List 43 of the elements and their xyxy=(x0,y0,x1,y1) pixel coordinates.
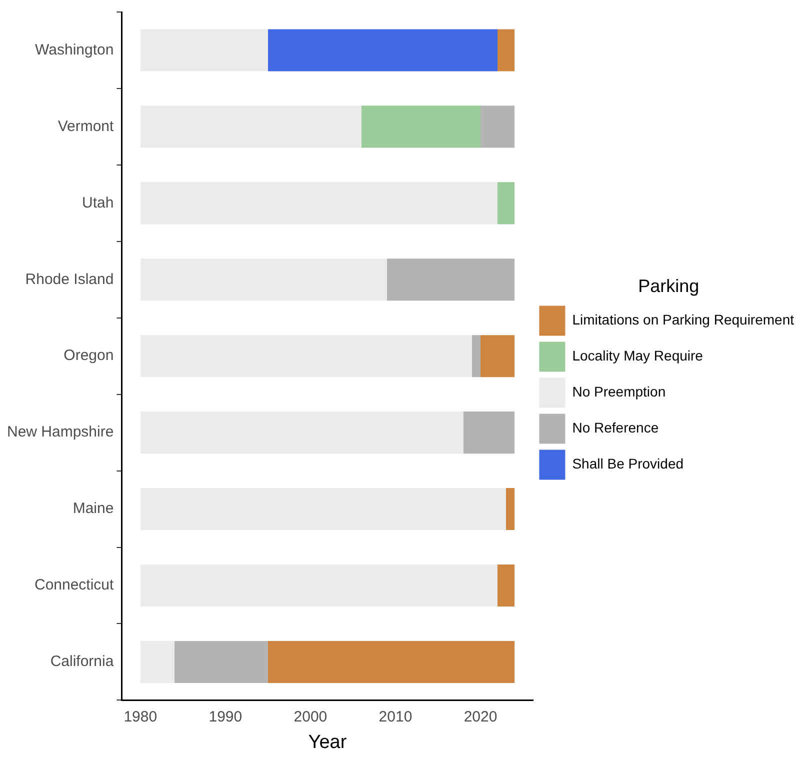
bar xyxy=(268,29,498,72)
bar xyxy=(386,258,515,301)
bar xyxy=(140,29,268,72)
x-tick-label: 2010 xyxy=(378,708,412,726)
x-tick-label: 1980 xyxy=(124,708,158,726)
bar xyxy=(140,335,472,378)
bar xyxy=(140,564,498,607)
x-tick-label: 2020 xyxy=(464,708,498,726)
x-axis-title: Year xyxy=(308,732,348,753)
bar xyxy=(498,182,515,224)
bar xyxy=(140,412,464,454)
legend-label: No Preemption xyxy=(572,384,666,400)
bar xyxy=(498,564,515,607)
bar xyxy=(140,488,506,530)
legend-label: Limitations on Parking Requirement xyxy=(572,312,794,328)
bar xyxy=(140,640,174,683)
bar xyxy=(140,106,362,148)
y-tick-label: Washington xyxy=(35,41,114,58)
bar xyxy=(498,29,515,72)
y-tick-label: California xyxy=(50,653,114,670)
bar xyxy=(268,640,515,683)
bar xyxy=(472,335,481,378)
y-tick-label: Utah xyxy=(82,194,114,212)
bar xyxy=(480,106,515,148)
legend-title: Parking xyxy=(638,276,700,296)
bar xyxy=(480,335,515,378)
y-tick-label: Rhode Island xyxy=(25,270,114,288)
y-tick-label: Connecticut xyxy=(34,576,115,594)
bar xyxy=(174,640,268,683)
x-tick-label: 2000 xyxy=(294,708,328,726)
x-tick-label: 1990 xyxy=(208,708,242,726)
legend-label: Locality May Require xyxy=(572,348,704,364)
bar xyxy=(140,182,498,224)
legend-label: No Reference xyxy=(572,420,659,436)
bar xyxy=(506,488,515,530)
bar xyxy=(140,258,387,301)
legend-label: Shall Be Provided xyxy=(572,456,684,472)
y-tick-label: Vermont xyxy=(58,118,115,135)
y-tick-label: Oregon xyxy=(64,347,114,364)
bar xyxy=(361,106,481,148)
y-tick-label: New Hampshire xyxy=(6,424,114,441)
bar xyxy=(464,412,515,454)
y-tick-label: Maine xyxy=(72,500,114,518)
